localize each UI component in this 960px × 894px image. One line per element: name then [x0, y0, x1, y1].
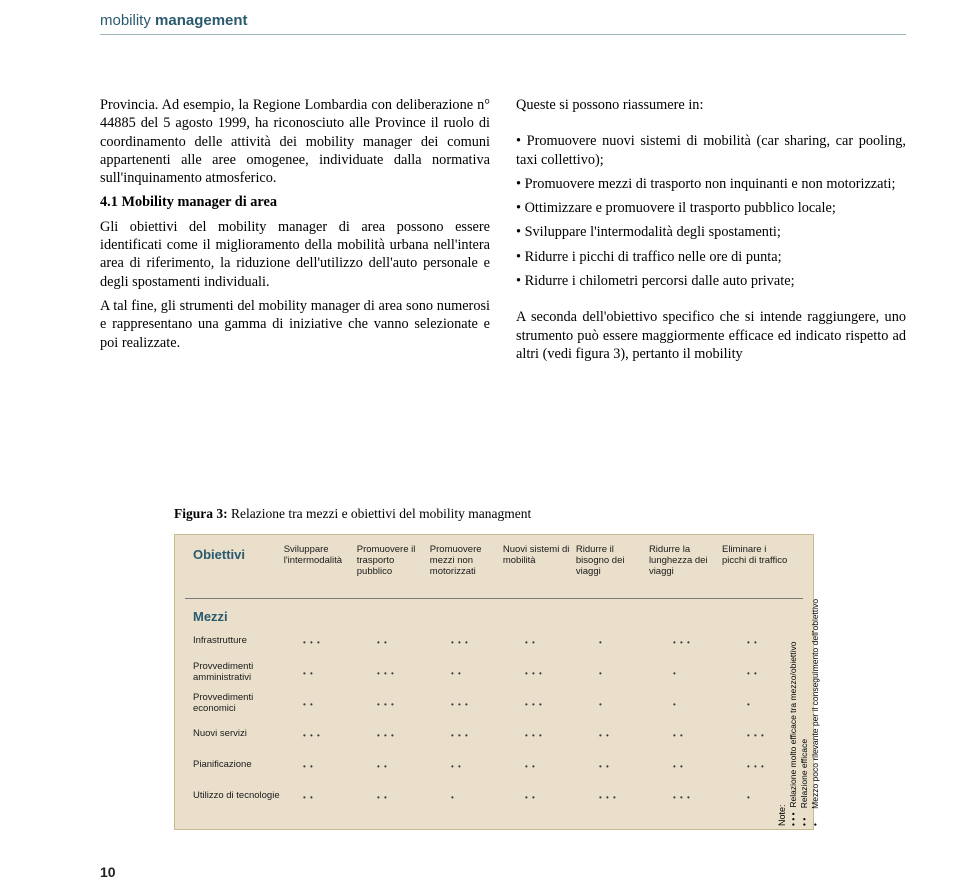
dot-cell: [359, 698, 433, 710]
body-columns: Provincia. Ad esempio, la Regione Lombar…: [100, 96, 906, 369]
table-row: Utilizzo di tecnologie: [175, 781, 813, 812]
table-row: Pianificazione: [175, 750, 813, 781]
dot-cell: [359, 667, 433, 679]
dot-cell: [285, 667, 359, 679]
dot-cell: [285, 760, 359, 772]
col-head: Nuovi sistemi di mobilità: [503, 545, 576, 567]
dot-cell: [285, 729, 359, 741]
right-intro: Queste si possono riassumere in:: [516, 96, 906, 114]
right-column: Queste si possono riassumere in: • Promu…: [516, 96, 906, 369]
dot-cell: [581, 698, 655, 710]
dot-cell: [655, 760, 729, 772]
dot-cell: [507, 729, 581, 741]
table-row: Infrastrutture: [175, 626, 813, 657]
dot-cell: [655, 729, 729, 741]
page-header: mobility management: [100, 12, 248, 29]
dot-cell: [433, 667, 507, 679]
dot-cell: [655, 698, 729, 710]
figure-3: Obiettivi Sviluppare l'intermodalità Pro…: [174, 534, 874, 830]
figure-caption: Figura 3: Relazione tra mezzi e obiettiv…: [174, 506, 531, 522]
col-head: Promuovere mezzi non motorizzati: [430, 545, 503, 578]
col-head: Ridurre la lunghezza dei viaggi: [649, 545, 722, 578]
row-label: Provvedimenti economici: [193, 693, 285, 714]
dot-cell: [507, 791, 581, 803]
dot-cell: [507, 667, 581, 679]
dot-cell: [433, 698, 507, 710]
col-head: Sviluppare l'intermodalità: [284, 545, 357, 567]
dot-cell: [655, 791, 729, 803]
table-row: Provvedimenti amministrativi: [175, 657, 813, 688]
dot-cell: [359, 636, 433, 648]
figure-body: Infrastrutture Provvedimenti amministrati…: [175, 626, 813, 812]
mezzi-label: Mezzi: [175, 599, 813, 626]
note-vertical: Note: • • • Relazione molto efficace tra…: [777, 599, 820, 826]
row-label: Utilizzo di tecnologie: [193, 791, 285, 801]
dot-cell: [285, 791, 359, 803]
left-p1: Provincia. Ad esempio, la Regione Lombar…: [100, 96, 490, 187]
row-label: Nuovi servizi: [193, 729, 285, 739]
bullet-4: • Sviluppare l'intermodalità degli spost…: [516, 223, 906, 241]
dot-cell: [581, 667, 655, 679]
row-label: Provvedimenti amministrativi: [193, 662, 285, 683]
figure-caption-text: Relazione tra mezzi e obiettivi del mobi…: [231, 506, 531, 521]
header-rule: [100, 34, 906, 35]
right-p2: A seconda dell'obiettivo specifico che s…: [516, 308, 906, 363]
left-subhead: 4.1 Mobility manager di area: [100, 193, 490, 211]
dot-cell: [433, 636, 507, 648]
obiettivi-label: Obiettivi: [193, 545, 284, 562]
bullet-5: • Ridurre i picchi di traffico nelle ore…: [516, 248, 906, 266]
bullet-2: • Promuovere mezzi di trasporto non inqu…: [516, 175, 906, 193]
dot-cell: [507, 760, 581, 772]
dot-cell: [433, 760, 507, 772]
dot-cell: [285, 636, 359, 648]
col-head: Promuovere il trasporto pubblico: [357, 545, 430, 578]
dot-cell: [581, 791, 655, 803]
dot-cell: [359, 729, 433, 741]
header-bold: management: [155, 12, 248, 29]
row-label: Infrastrutture: [193, 636, 285, 646]
bullet-1: • Promuovere nuovi sistemi di mobilità (…: [516, 132, 906, 169]
dot-cell: [655, 667, 729, 679]
figure-table: Obiettivi Sviluppare l'intermodalità Pro…: [174, 534, 814, 830]
header-light: mobility: [100, 12, 155, 29]
left-p2: Gli obiettivi del mobility manager di ar…: [100, 218, 490, 291]
left-column: Provincia. Ad esempio, la Regione Lombar…: [100, 96, 490, 369]
figure-caption-bold: Figura 3:: [174, 506, 231, 521]
page-number: 10: [100, 864, 116, 880]
dot-cell: [581, 760, 655, 772]
dot-cell: [359, 760, 433, 772]
dot-cell: [507, 636, 581, 648]
row-label: Pianificazione: [193, 760, 285, 770]
table-row: Nuovi servizi: [175, 719, 813, 750]
bullet-6: • Ridurre i chilometri percorsi dalle au…: [516, 272, 906, 290]
dot-cell: [433, 791, 507, 803]
bullet-3: • Ottimizzare e promuovere il trasporto …: [516, 199, 906, 217]
dot-cell: [581, 636, 655, 648]
dot-cell: [359, 791, 433, 803]
col-head: Ridurre il bisogno dei viaggi: [576, 545, 649, 578]
figure-note: Note: • • • Relazione molto efficace tra…: [820, 534, 866, 830]
dot-cell: [285, 698, 359, 710]
left-p3: A tal fine, gli strumenti del mobility m…: [100, 297, 490, 352]
dot-cell: [655, 636, 729, 648]
dot-cell: [581, 729, 655, 741]
dot-cell: [433, 729, 507, 741]
dot-cell: [507, 698, 581, 710]
table-row: Provvedimenti economici: [175, 688, 813, 719]
col-head: Eliminare i picchi di traffico: [722, 545, 795, 567]
figure-header-row: Obiettivi Sviluppare l'intermodalità Pro…: [185, 535, 803, 599]
